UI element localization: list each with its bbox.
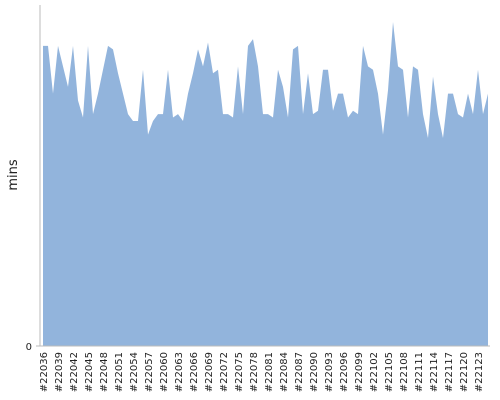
x-tick-label: #22045 [84,352,95,392]
x-tick-label: #22066 [189,352,200,392]
x-tick-label: #22090 [309,352,320,392]
x-tick-label: #22117 [444,352,455,392]
x-tick-label: #22093 [324,352,335,392]
y-tick-label: 0 [26,342,32,353]
x-tick-label: #22123 [474,352,485,392]
x-tick-label: #22078 [249,352,260,392]
x-tick-label: #22036 [39,352,50,392]
x-tick-label: #22039 [54,352,65,392]
x-tick-label: #22096 [339,352,350,392]
x-tick-label: #22099 [354,352,365,392]
x-tick-label: #22054 [129,352,140,392]
x-tick-label: #22081 [264,352,275,392]
x-tick-label: #22105 [384,352,395,392]
x-tick-label: #22063 [174,352,185,392]
x-tick-label: #22102 [369,352,380,392]
x-tick-label: #22111 [414,352,425,392]
x-tick-label: #22087 [294,352,305,392]
x-tick-label: #22051 [114,352,125,392]
x-tick-label: #22042 [69,352,80,392]
x-tick-label: #22057 [144,352,155,392]
x-tick-label: #22114 [429,352,440,392]
x-tick-label: #22060 [159,352,170,392]
x-tick-label: #22048 [99,352,110,392]
x-tick-label: #22075 [234,352,245,392]
x-tick-label: #22120 [459,352,470,392]
y-axis-label: mins [6,159,21,191]
area [43,22,488,347]
x-tick-label: #22084 [279,352,290,392]
x-tick-label: #22072 [219,352,230,392]
x-tick-label: #22069 [204,352,215,392]
x-tick-label: #22108 [399,352,410,392]
